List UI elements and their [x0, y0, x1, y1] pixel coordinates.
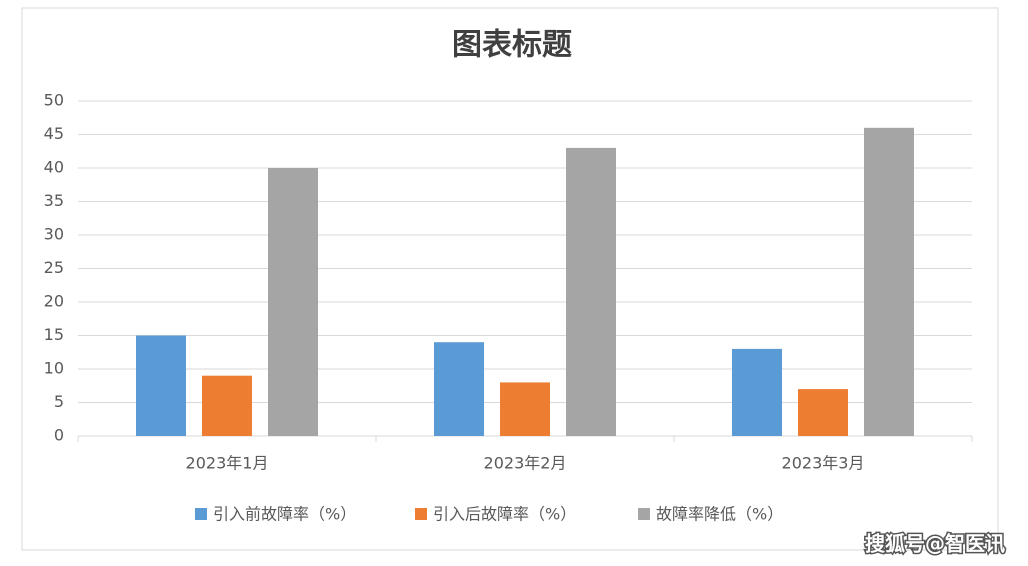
- bar: [268, 168, 318, 436]
- legend-swatch: [195, 508, 207, 520]
- legend-swatch: [638, 508, 650, 520]
- bar: [566, 147, 616, 436]
- bar: [864, 127, 914, 437]
- legend-label: 故障率降低（%）: [656, 505, 783, 524]
- bar: [136, 335, 186, 436]
- x-tick-label: 2023年2月: [484, 454, 567, 473]
- y-tick-label: 35: [44, 191, 64, 210]
- y-tick-label: 25: [44, 258, 64, 277]
- chart-frame: [21, 7, 999, 551]
- watermark: 搜狐号@智医讯: [865, 532, 1005, 556]
- y-tick-label: 0: [54, 426, 64, 445]
- bar: [202, 375, 252, 436]
- y-tick-label: 20: [44, 292, 64, 311]
- legend-label: 引入后故障率（%）: [433, 505, 576, 524]
- bar: [732, 348, 782, 436]
- y-tick-label: 10: [44, 359, 64, 378]
- x-tick-label: 2023年3月: [782, 454, 865, 473]
- x-tick-label: 2023年1月: [186, 454, 269, 473]
- bar: [434, 342, 484, 436]
- y-tick-label: 45: [44, 124, 64, 143]
- y-tick-label: 15: [44, 325, 64, 344]
- legend-label: 引入前故障率（%）: [213, 505, 356, 524]
- legend-swatch: [415, 508, 427, 520]
- chart-title: 图表标题: [452, 28, 572, 63]
- bar: [500, 382, 550, 436]
- y-tick-label: 40: [44, 158, 64, 177]
- y-tick-label: 30: [44, 225, 64, 244]
- y-tick-label: 50: [44, 91, 64, 110]
- y-tick-label: 5: [54, 392, 64, 411]
- bar: [798, 389, 848, 436]
